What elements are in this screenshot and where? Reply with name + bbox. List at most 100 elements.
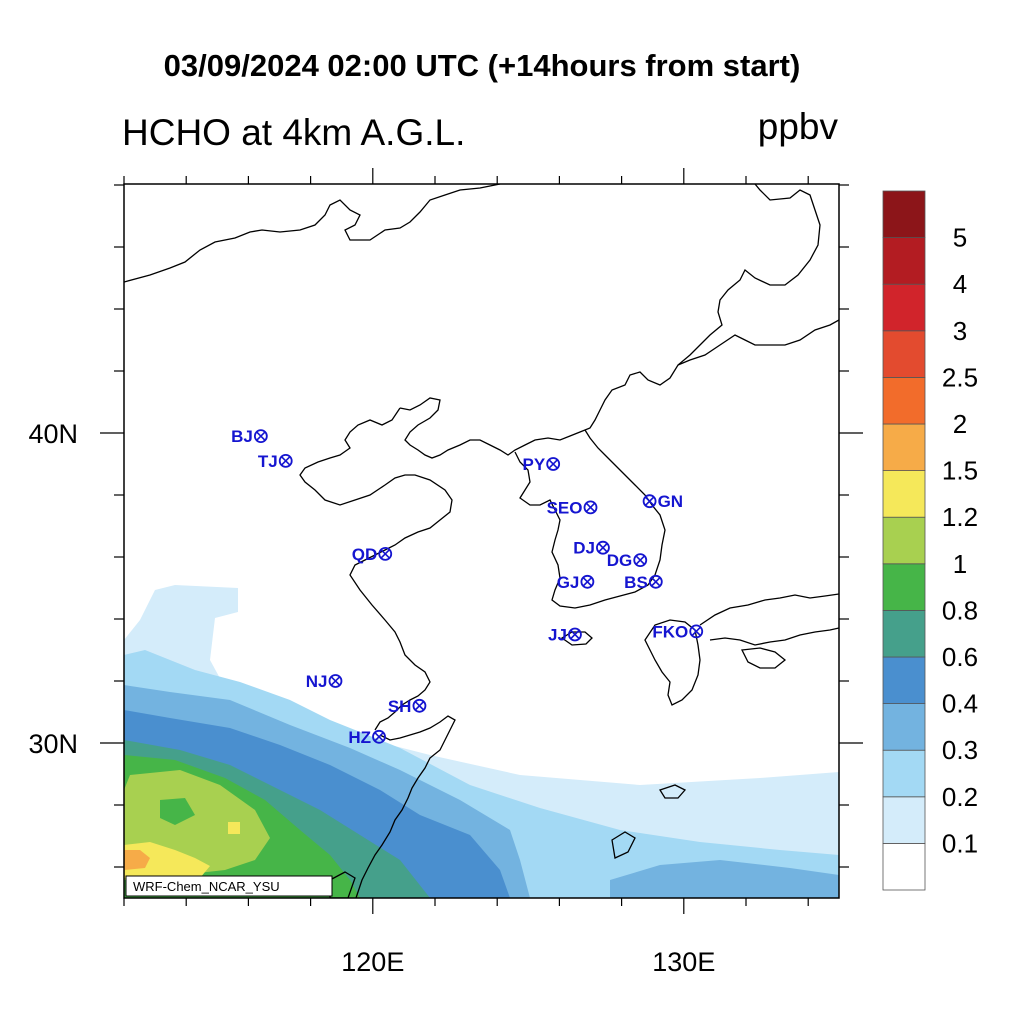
colorbar-label: 1.5 [942, 456, 978, 486]
city-label: GJ [557, 573, 580, 592]
coastlines [124, 184, 839, 898]
city-marker-tj: TJ [258, 452, 293, 471]
lat-tick-label: 40N [28, 419, 78, 449]
city-label: SEO [547, 498, 583, 517]
city-marker-icon [378, 547, 393, 561]
colorbar-swatch [882, 516, 926, 565]
colorbar-label: 4 [953, 269, 967, 299]
colorbar-swatch [882, 610, 926, 658]
city-marker-icon [580, 574, 595, 589]
colorbar-label: 0.2 [942, 782, 978, 812]
city-label: GN [658, 492, 684, 511]
city-marker-hz: HZ [348, 728, 386, 747]
colorbar-label: 1 [953, 549, 967, 579]
shikoku [741, 647, 787, 669]
city-marker-py: PY [522, 455, 561, 474]
city-marker-jj: JJ [548, 626, 582, 645]
city-label: SH [388, 697, 412, 716]
city-label: HZ [348, 728, 371, 747]
city-label: BS [624, 573, 648, 592]
ne-china-border [399, 184, 821, 459]
city-marker-icon [648, 574, 663, 589]
colorbar-label: 0.8 [942, 595, 978, 625]
city-marker-bs: BS [624, 573, 663, 592]
city-marker-gj: GJ [557, 573, 595, 592]
city-marker-nj: NJ [306, 672, 343, 691]
colorbar-swatch [882, 237, 926, 285]
lon-tick-label: 130E [652, 947, 715, 977]
honshu [699, 593, 839, 626]
variable-title: HCHO at 4km A.G.L. [122, 112, 466, 153]
city-marker-seo: SEO [547, 498, 598, 517]
main-title: 03/09/2024 02:00 UTC (+14hours from star… [163, 48, 801, 83]
colorbar-swatch [882, 656, 926, 704]
city-marker-icon [596, 540, 610, 555]
colorbar-swatch [882, 423, 926, 471]
bohai-liaodong [299, 407, 453, 731]
band-0.3-east [610, 860, 839, 898]
city-marker-qd: QD [352, 545, 393, 564]
city-marker-icon [689, 624, 704, 639]
city-marker-icon [642, 494, 657, 509]
colorbar-swatch [882, 376, 926, 425]
city-marker-icon [412, 698, 427, 713]
colorbar-swatch [882, 843, 926, 891]
lon-tick-label: 120E [341, 947, 404, 977]
colorbar-label: 3 [953, 316, 967, 346]
colorbar-label: 5 [953, 223, 967, 253]
colorbar-label: 0.3 [942, 735, 978, 765]
city-marker-icon [253, 429, 268, 444]
colorbar-swatch [882, 470, 926, 518]
band-1.2-spot [228, 822, 240, 834]
city-markers: BJ TJ PY SEO GN DJ DG QD GJ BS JJ FKO NJ SH HZ [231, 427, 704, 747]
colorbar-label: 1.2 [942, 502, 978, 532]
city-marker-dg: DG [607, 551, 648, 570]
model-tag: WRF-Chem_NCAR_YSU [125, 875, 333, 897]
city-marker-icon [328, 674, 343, 688]
city-marker-icon [546, 457, 561, 471]
colorbar-swatch [882, 703, 926, 751]
kyushu [644, 619, 701, 706]
band-1.2 [124, 842, 210, 880]
city-label: TJ [258, 452, 278, 471]
city-marker-icon [278, 453, 293, 468]
colorbar-swatch [882, 563, 926, 611]
concentration-field [124, 585, 839, 898]
honshu-south [709, 627, 839, 646]
colorbar-swatch [882, 330, 926, 378]
units-label: ppbv [757, 106, 838, 147]
city-marker-bj: BJ [231, 427, 268, 446]
city-marker-icon [633, 553, 648, 567]
axis-ticks: 120E 130E 30N 40N [28, 168, 863, 977]
colorbar-label: 0.4 [942, 689, 978, 719]
city-marker-sh: SH [388, 697, 427, 716]
city-marker-icon [372, 729, 386, 744]
colorbar-swatch [882, 749, 926, 798]
colorbar-label: 2 [953, 409, 967, 439]
city-label: QD [352, 545, 378, 564]
band-1.5 [124, 850, 150, 870]
city-marker-fko: FKO [652, 622, 704, 641]
colorbar-label: 0.6 [942, 642, 978, 672]
city-label: DG [607, 551, 633, 570]
city-label: BJ [231, 427, 253, 446]
northern-border [124, 184, 501, 283]
model-tag-text: WRF-Chem_NCAR_YSU [133, 879, 280, 894]
colorbar: 0.1 0.2 0.3 0.4 0.6 0.8 1 1.2 1.5 2 2.5 3 4 5 [882, 190, 978, 891]
city-marker-dj: DJ [573, 539, 610, 558]
ryukyu-1 [659, 784, 687, 799]
city-label: FKO [652, 622, 688, 641]
colorbar-swatch [882, 190, 926, 238]
city-marker-icon [583, 500, 598, 515]
colorbar-label: 2.5 [942, 362, 978, 392]
city-label: JJ [548, 626, 567, 645]
city-marker-icon [568, 627, 582, 642]
city-label: DJ [573, 539, 595, 558]
russia-coast [677, 319, 839, 366]
band-0.8-patch [160, 798, 195, 825]
colorbar-label: 0.1 [942, 828, 978, 858]
ryukyu-2 [611, 831, 636, 859]
city-label: NJ [306, 672, 328, 691]
korea-west-coast [514, 429, 666, 609]
